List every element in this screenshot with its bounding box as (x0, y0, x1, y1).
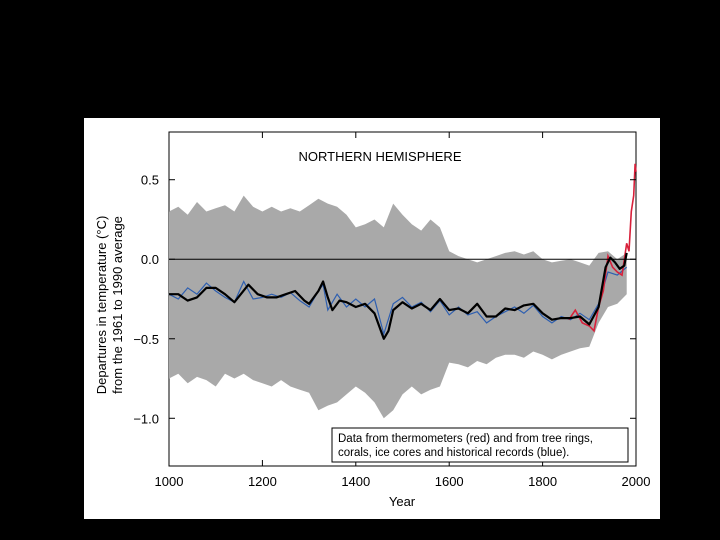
x-tick-label: 1200 (248, 474, 277, 489)
x-tick-label: 1000 (155, 474, 184, 489)
chart-panel: 1000 1200 1400 1600 1800 2000 0.5 0.0 −0.5 −1.0 … (84, 118, 660, 519)
x-axis-label: Year (389, 494, 416, 509)
y-axis-label-line1: Departures in temperature (°C) (94, 216, 109, 395)
chart-title: NORTHERN HEMISPHERE (298, 149, 461, 164)
x-tick-label: 1400 (341, 474, 370, 489)
y-axis-label-line2: from the 1961 to 1990 average (110, 216, 125, 394)
instrumental-series-line (568, 163, 637, 333)
y-tick-label: 0.5 (141, 173, 159, 188)
legend-text-line1: Data from thermometers (red) and from tr… (338, 433, 593, 445)
legend-box (331, 427, 629, 463)
x-tick-label: 1600 (435, 474, 464, 489)
y-tick-label: 0.0 (141, 252, 159, 267)
x-tick-label: 1800 (528, 474, 557, 489)
y-tick-label: −0.5 (133, 332, 159, 347)
legend-text-line2: corals, ice cores and historical records… (338, 447, 569, 459)
x-tick-label: 2000 (622, 474, 651, 489)
temperature-chart: 1000 1200 1400 1600 1800 2000 0.50.0−0.5−1.0 … (94, 131, 651, 509)
y-tick-label: −1.0 (133, 411, 159, 426)
smoothed-series-line (169, 252, 628, 340)
